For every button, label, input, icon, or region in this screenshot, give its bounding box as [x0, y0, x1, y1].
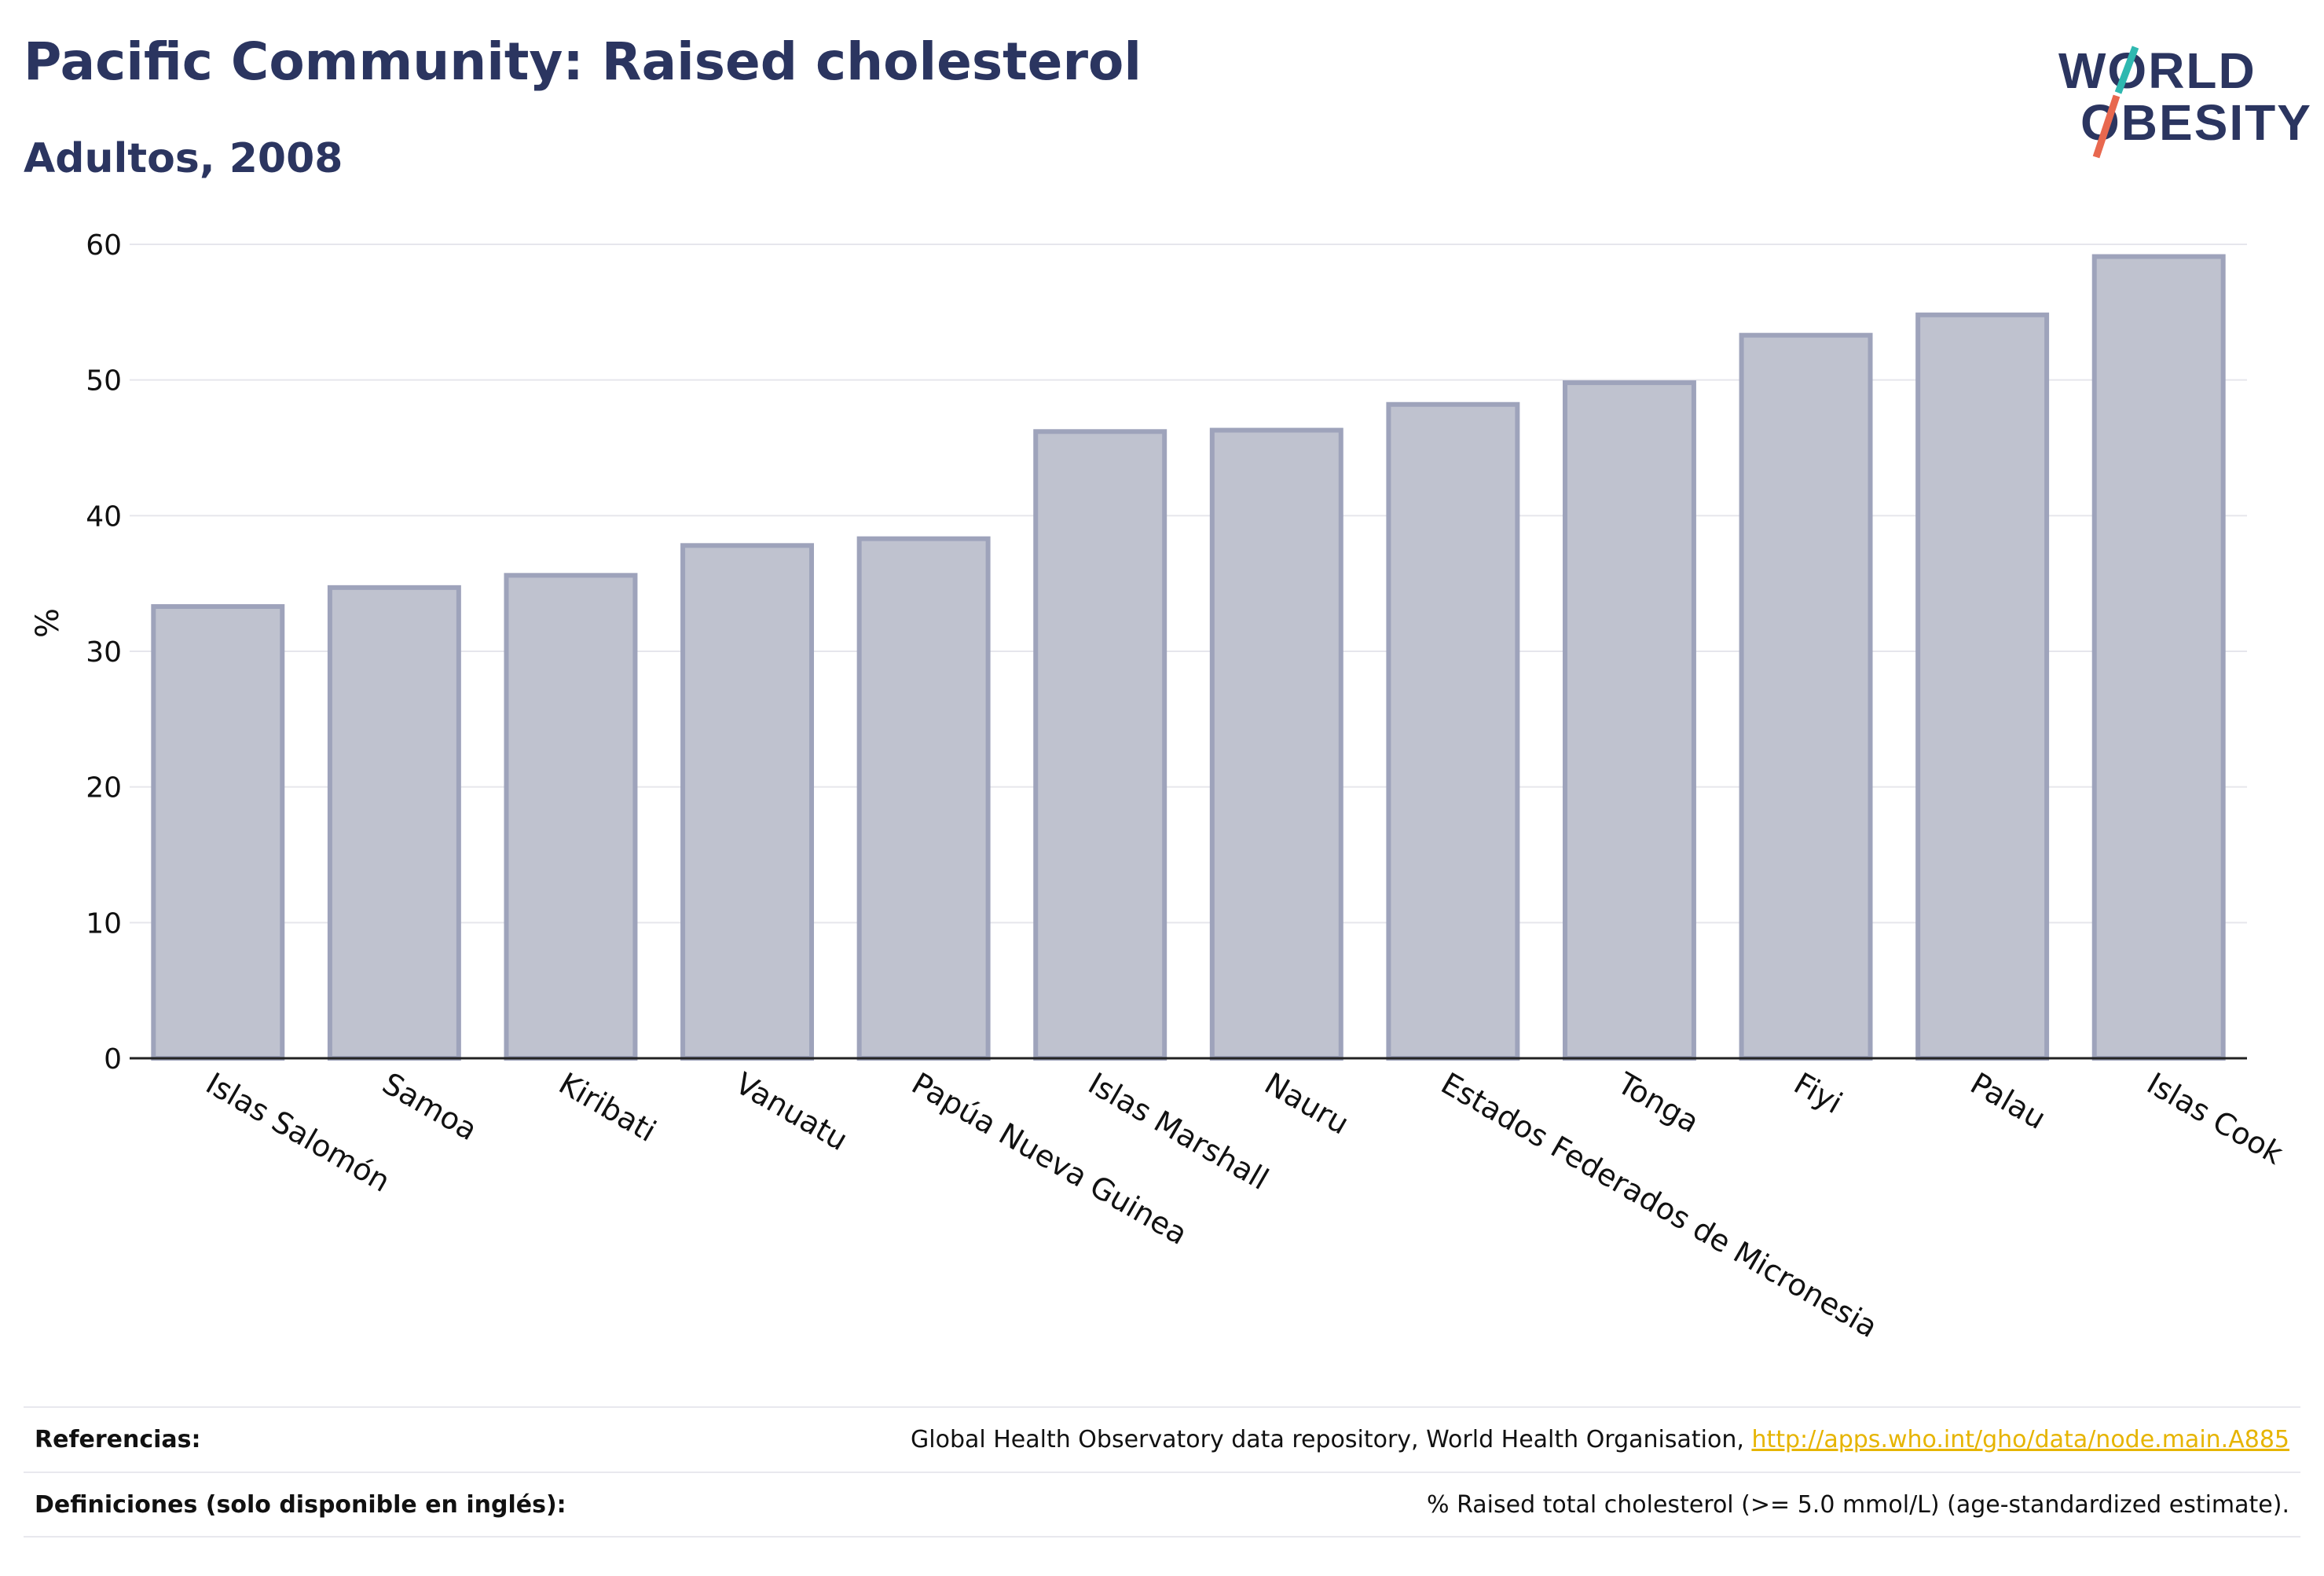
x-tick-label: Tonga [1611, 1065, 1705, 1139]
bar [2091, 254, 2226, 1061]
bar [1915, 312, 2050, 1061]
references-value: Global Health Observatory data repositor… [911, 1426, 2300, 1453]
x-tick-label: Vanuatu [730, 1066, 854, 1157]
footer-divider [24, 1536, 2300, 1538]
bar [1209, 427, 1343, 1061]
bar [1033, 429, 1167, 1061]
logo-slash-teal [2114, 46, 2139, 94]
x-tick-label: Fiyi [1788, 1066, 1848, 1120]
bar [151, 604, 285, 1061]
references-label: Referencias: [35, 1425, 201, 1453]
logo-word-world: WORLD [2058, 42, 2256, 99]
bar [1562, 380, 1696, 1061]
logo-slash-coral [2092, 94, 2121, 159]
x-tick-label: Nauru [1259, 1066, 1354, 1142]
definitions-row: Definiciones (solo disponible en inglés)… [24, 1472, 2300, 1536]
x-tick-label: Kiribati [553, 1066, 662, 1149]
definitions-text: % Raised total cholesterol (>= 5.0 mmol/… [1427, 1490, 2289, 1519]
bar [680, 543, 815, 1061]
chart-title: Pacific Community: Raised cholesterol [24, 31, 1142, 92]
bar [504, 573, 638, 1061]
y-tick-label: 40 [86, 500, 122, 533]
y-tick-label: 0 [104, 1043, 122, 1076]
bar [1386, 401, 1520, 1061]
bar [327, 585, 461, 1061]
bar [856, 536, 991, 1061]
world-obesity-logo: WORLD OBESITY [2058, 42, 2310, 159]
references-text: Global Health Observatory data repositor… [911, 1425, 1752, 1453]
x-tick-label: Islas Salomón [200, 1066, 396, 1199]
x-tick-label: Islas Cook [2141, 1066, 2289, 1171]
y-tick-label: 30 [86, 636, 122, 669]
y-tick-label: 20 [86, 772, 122, 804]
x-tick-label: Palau [1965, 1066, 2052, 1136]
y-tick-label: 10 [86, 907, 122, 940]
definitions-label: Definiciones (solo disponible en inglés)… [35, 1490, 566, 1519]
references-link[interactable]: http://apps.who.int/gho/data/node.main.A… [1751, 1425, 2289, 1453]
x-tick-label: Samoa [376, 1066, 482, 1148]
x-tick-label: Papúa Nueva Guinea [906, 1066, 1193, 1252]
y-tick-label: 50 [86, 365, 122, 398]
y-axis-label: % [30, 607, 66, 638]
y-tick-label: 60 [86, 229, 122, 262]
bar [1739, 332, 1873, 1061]
chart-subtitle: Adultos, 2008 [24, 135, 343, 182]
logo-word-obesity: OBESITY [2080, 94, 2310, 151]
references-row: Referencias: Global Health Observatory d… [24, 1406, 2300, 1471]
